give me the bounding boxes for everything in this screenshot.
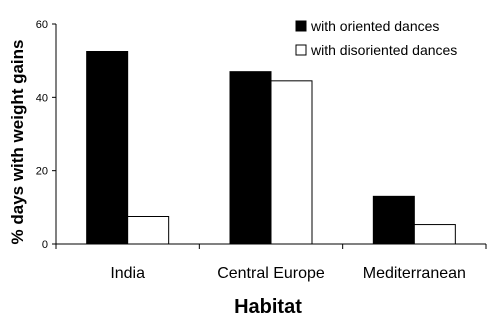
bar-oriented-mediterranean (372, 195, 415, 245)
y-axis-ticks: 0 20 40 60 (36, 19, 56, 251)
y-axis-title: % days with weight gains (8, 40, 27, 245)
category-label: India (110, 265, 145, 282)
y-tick-label: 20 (36, 166, 48, 178)
category-label: Mediterranean (363, 265, 466, 282)
category-labels: India Central Europe Mediterranean (110, 265, 466, 282)
plot-area: 0 20 40 60 India Central Europe Mediterranean (36, 19, 487, 282)
legend-swatch-disoriented (295, 44, 307, 56)
legend-label-oriented: with oriented dances (310, 18, 439, 34)
legend: with oriented dances with disoriented da… (295, 18, 457, 58)
y-tick-label: 60 (36, 19, 48, 31)
bar-disoriented-india (127, 216, 170, 245)
bars (86, 51, 456, 245)
y-tick-label: 0 (42, 239, 48, 251)
legend-swatch-oriented (295, 20, 307, 32)
bar-oriented-india (86, 51, 129, 245)
category-label: Central Europe (217, 265, 325, 282)
legend-label-disoriented: with disoriented dances (310, 42, 457, 58)
bar-oriented-central-europe (229, 71, 272, 245)
bar-disoriented-central-europe (270, 80, 313, 245)
y-tick-label: 40 (36, 92, 48, 104)
bar-disoriented-mediterranean (413, 224, 456, 245)
x-axis-ticks (55, 244, 487, 249)
x-axis-title: Habitat (234, 296, 302, 318)
